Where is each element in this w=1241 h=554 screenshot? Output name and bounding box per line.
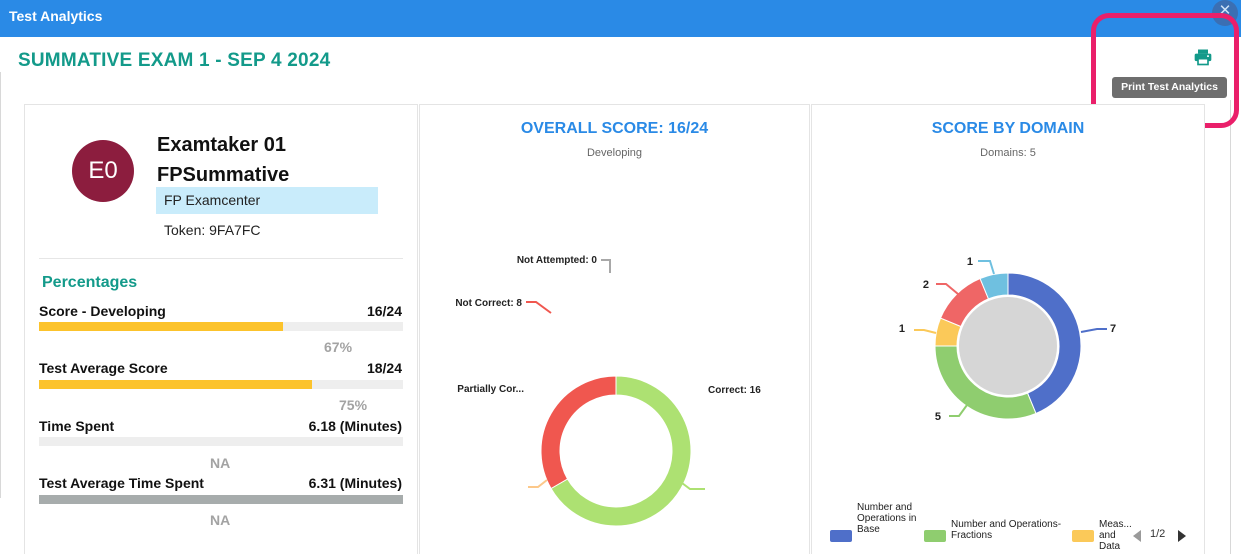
pie-slice[interactable] xyxy=(979,272,1009,300)
slice-label: 7 xyxy=(1110,323,1116,335)
slice-label: Correct: 16 xyxy=(708,385,761,396)
exam-title: SUMMATIVE EXAM 1 - SEP 4 2024 xyxy=(18,50,331,71)
average-time-label: Test Average Time Spent xyxy=(39,475,204,491)
label-leader-line xyxy=(914,329,937,334)
overall-score-title: OVERALL SCORE: 16/24 xyxy=(520,120,709,137)
pie-slice[interactable] xyxy=(1007,272,1082,415)
left-divider xyxy=(0,72,1,498)
legend-label: Meas... and Data xyxy=(1099,519,1132,552)
slice-label: Partially Cor... xyxy=(457,384,524,395)
overall-score-subtitle: Developing xyxy=(586,147,643,159)
percentages-heading: Percentages xyxy=(42,274,138,291)
slice-label: 1 xyxy=(899,323,905,335)
time-spent-bar xyxy=(39,437,403,446)
window-title: Test Analytics xyxy=(9,8,103,24)
time-spent-value: 6.18 (Minutes) xyxy=(308,418,402,434)
average-score-bar xyxy=(39,380,403,389)
slice-label: Not Attempted: 0 xyxy=(517,255,598,266)
domain-score-card: SCORE BY DOMAIN Domains: 5 7 5 1 2 1 xyxy=(811,104,1205,554)
token-text: Token: 9FA7FC xyxy=(164,222,261,238)
average-time-bar xyxy=(39,495,403,504)
avatar: E0 xyxy=(72,140,134,202)
score-percent: 67% xyxy=(324,339,353,355)
average-score-value: 18/24 xyxy=(366,360,402,376)
slice-label: 2 xyxy=(923,279,929,291)
pager-next-icon[interactable] xyxy=(1177,530,1187,542)
legend-label: Number and Operations-Fractions xyxy=(951,519,1062,541)
overall-score-chart: Correct: 16 Partially Cor... Not Correct: … xyxy=(455,255,761,527)
average-score-percent: 75% xyxy=(339,397,368,413)
legend-pager: 1/2 xyxy=(1132,527,1188,545)
average-time-percent: NA xyxy=(210,512,231,528)
legend-swatch xyxy=(924,530,946,542)
time-spent-label: Time Spent xyxy=(39,418,115,434)
card-divider xyxy=(39,258,403,259)
title-bar: Test Analytics ✕ xyxy=(0,0,1241,37)
score-bar xyxy=(39,322,403,331)
pie-slice[interactable] xyxy=(540,375,617,490)
overall-score-card: OVERALL SCORE: 16/24 Developing Correct:… xyxy=(419,104,810,554)
pie-slice[interactable] xyxy=(550,375,692,527)
score-value: 16/24 xyxy=(366,303,402,319)
print-icon[interactable] xyxy=(1193,47,1213,67)
pager-text: 1/2 xyxy=(1150,528,1166,540)
examtaker-name-line2: FPSummative xyxy=(157,164,290,186)
examtaker-name-line1: Examtaker 01 xyxy=(157,134,286,156)
label-leader-line xyxy=(978,260,995,275)
time-spent-percent: NA xyxy=(210,455,231,471)
average-time-bar-fill xyxy=(39,495,403,504)
slice-label: 1 xyxy=(967,256,973,268)
average-score-bar-fill xyxy=(39,380,312,389)
label-leader-line xyxy=(949,404,968,417)
donut-center xyxy=(959,297,1057,395)
score-bar-fill xyxy=(39,322,283,331)
slice-label: Not Correct: 8 xyxy=(455,298,522,309)
label-leader-line xyxy=(1080,328,1107,333)
legend-swatch xyxy=(830,530,852,542)
label-leader-line xyxy=(936,283,959,295)
label-leader-line xyxy=(528,479,548,488)
examtaker-card: E0 Examtaker 01 FPSummative FP Examcente… xyxy=(24,104,418,554)
average-score-label: Test Average Score xyxy=(39,360,168,376)
label-leader-line xyxy=(601,259,611,273)
domain-score-subtitle: Domains: 5 xyxy=(980,147,1036,159)
domain-score-title: SCORE BY DOMAIN xyxy=(931,120,1085,137)
examtaker-name: Examtaker 01 FPSummative xyxy=(157,130,289,190)
domain-legend: Number and Operations in Base Number and… xyxy=(830,500,1200,554)
pager-prev-icon[interactable] xyxy=(1132,530,1142,542)
average-time-value: 6.31 (Minutes) xyxy=(308,475,402,491)
examcenter-badge: FP Examcenter xyxy=(156,187,378,214)
label-leader-line xyxy=(677,479,705,490)
label-leader-line xyxy=(526,301,552,314)
right-divider xyxy=(1230,100,1231,554)
slice-label: 5 xyxy=(935,411,941,423)
print-tooltip: Print Test Analytics xyxy=(1112,77,1227,98)
score-label: Score - Developing xyxy=(39,303,166,319)
legend-label: Number and Operations in Base xyxy=(857,502,917,535)
legend-swatch xyxy=(1072,530,1094,542)
domain-score-chart: 7 5 1 2 1 xyxy=(899,256,1116,423)
